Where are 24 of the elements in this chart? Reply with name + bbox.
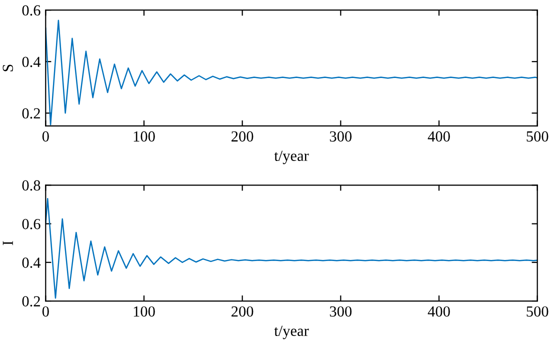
x-tick-label: 400 [428, 131, 450, 142]
line-series [46, 198, 538, 299]
x-tick-label: 500 [526, 131, 548, 142]
y-tick-label: 0.4 [22, 258, 41, 268]
y-axis-title: S [2, 64, 14, 72]
x-tick-label: 100 [134, 306, 155, 317]
x-tick-label: 500 [526, 306, 548, 317]
x-axis-title: t/year [274, 150, 309, 164]
x-tick-label: 0 [42, 306, 49, 317]
x-tick-label: 300 [330, 131, 352, 142]
x-tick-label: 0 [42, 131, 49, 142]
y-tick-label: 0.8 [22, 180, 40, 191]
y-tick-label: 0.6 [22, 5, 40, 16]
y-tick-label: 0.2 [22, 108, 40, 119]
x-tick-label: 100 [134, 131, 155, 142]
y-axis-title: I [2, 241, 13, 246]
x-tick-label: 200 [232, 131, 254, 142]
x-tick-label: 400 [428, 306, 450, 317]
y-tick-label: 0.2 [22, 296, 40, 307]
x-axis-title: t/year [274, 326, 309, 340]
x-tick-label: 300 [330, 306, 352, 317]
x-tick-label: 200 [232, 306, 254, 317]
y-tick-label: 0.6 [22, 218, 40, 230]
y-tick-label: 0.4 [22, 56, 41, 68]
